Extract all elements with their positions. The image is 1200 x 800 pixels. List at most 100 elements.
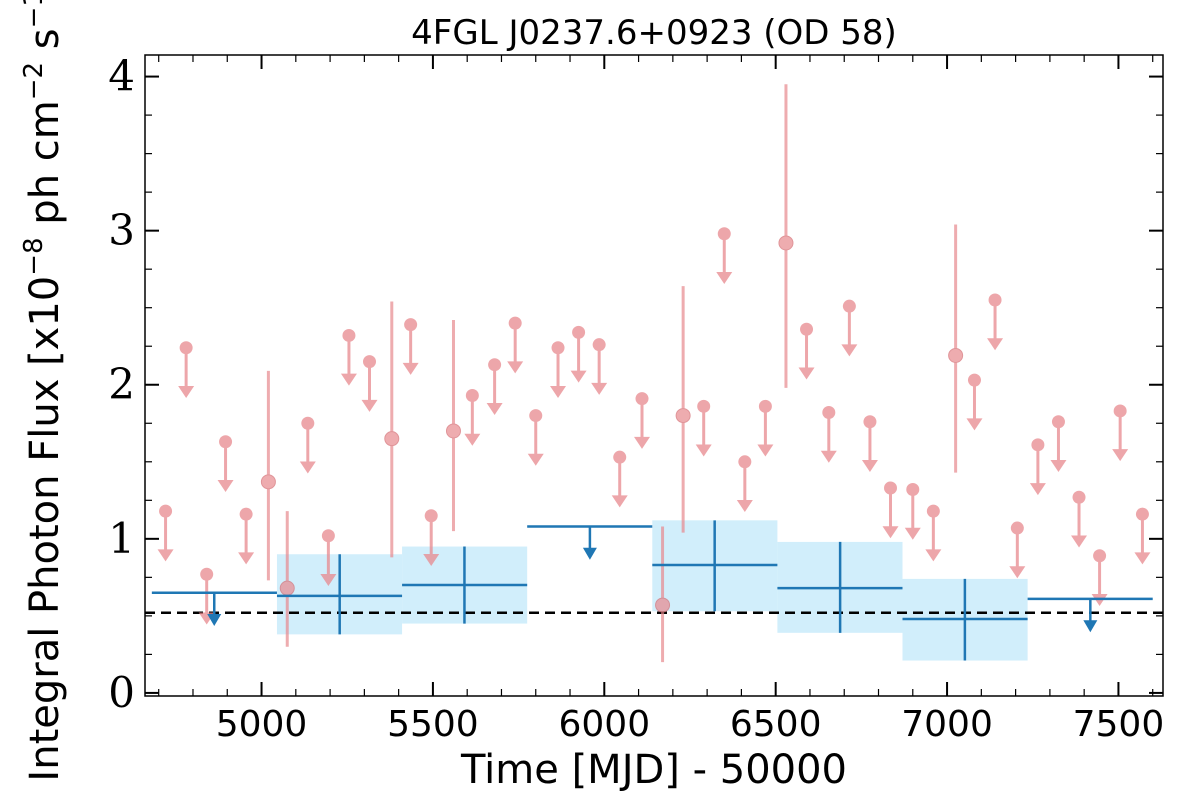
- short-bin-upper-limit: [695, 399, 712, 457]
- short-bin-upper-limit: [299, 416, 316, 474]
- short-bin-ul-arrowhead: [634, 436, 651, 449]
- short-bin-ul-arrowhead: [820, 450, 837, 463]
- short-bin-marker: [948, 347, 964, 363]
- short-bin-point: [445, 320, 461, 532]
- short-bin-ul-arrowhead: [361, 399, 378, 412]
- short-bin-upper-limit: [925, 504, 942, 562]
- short-bin-point: [260, 370, 276, 581]
- short-bin-upper-limit: [841, 299, 858, 357]
- y-tick-label: 0: [108, 668, 135, 717]
- short-bin-upper-limit: [861, 415, 878, 472]
- short-bin-upper-limit: [402, 318, 419, 375]
- short-bin-ul-arrowhead: [527, 453, 544, 466]
- short-bin-ul-arrowhead: [402, 362, 419, 375]
- short-bin-marker: [260, 474, 276, 490]
- short-bin-marker: [778, 235, 794, 251]
- short-bin-upper-limit: [507, 316, 524, 374]
- short-bin-upper-limit: [904, 483, 921, 540]
- short-bin-upper-limit: [1134, 507, 1151, 565]
- short-bin-upper-limit: [591, 338, 608, 395]
- short-bin-ul-arrowhead: [736, 500, 753, 513]
- short-bin-ul-arrowhead: [178, 385, 195, 398]
- long-bin-upper-limit: [1027, 597, 1153, 633]
- short-bin-ul-arrowhead: [695, 444, 712, 457]
- y-tick-label: 2: [108, 360, 135, 409]
- short-bin-marker: [384, 431, 400, 447]
- short-bin-ul-arrowhead: [486, 402, 503, 415]
- long-bin-upper-limit: [527, 525, 653, 560]
- short-bin-ul-arrowhead: [320, 573, 337, 586]
- short-bin-upper-limit: [736, 455, 753, 513]
- short-bin-upper-limit: [716, 227, 733, 284]
- short-bin-upper-limit: [527, 409, 544, 466]
- short-bin-ul-arrowhead: [217, 479, 234, 492]
- short-bin-ul-arrowhead: [798, 367, 815, 380]
- short-bin-ul-arrowhead: [716, 271, 733, 284]
- short-bin-upper-limit: [178, 341, 195, 398]
- short-bin-ul-arrowhead: [861, 459, 878, 472]
- x-tick-label: 5500: [387, 704, 479, 745]
- short-bin-upper-limit: [882, 481, 899, 539]
- short-bin-upper-limit: [361, 355, 378, 412]
- short-bin-ul-arrowhead: [238, 552, 255, 565]
- long-bin-point: [402, 546, 528, 624]
- short-bin-marker: [279, 580, 295, 596]
- long-bin-ul-arrowhead: [207, 614, 222, 627]
- short-bin-upper-limit: [798, 322, 815, 380]
- short-bin-upper-limit: [634, 392, 651, 449]
- short-bin-point: [279, 511, 295, 647]
- short-bin-upper-limit: [1050, 415, 1067, 472]
- short-bin-upper-limit: [550, 341, 567, 398]
- y-tick-label: 4: [108, 52, 135, 101]
- plot-area: [145, 84, 1163, 663]
- short-bin-ul-arrowhead: [464, 433, 481, 446]
- short-bin-upper-limit: [217, 435, 234, 492]
- long-bin-ul-arrowhead: [1083, 620, 1098, 633]
- long-bin-point: [777, 541, 903, 633]
- short-bin-upper-limit: [1071, 490, 1088, 548]
- short-bin-point: [655, 526, 671, 663]
- short-bin-ul-arrowhead: [1029, 483, 1046, 496]
- short-bin-ul-arrowhead: [570, 370, 587, 383]
- x-tick-label: 6500: [730, 704, 822, 745]
- short-bin-upper-limit: [1029, 438, 1046, 496]
- y-axis: 0 1 2 3 4: [108, 52, 1163, 717]
- short-bin-ul-arrowhead: [987, 338, 1004, 351]
- short-bin-point: [778, 84, 794, 388]
- x-tick-label: 7500: [1073, 704, 1165, 745]
- x-axis-label: Time [MJD] - 50000: [460, 747, 847, 793]
- plot-frame: [144, 54, 1164, 697]
- chart-title: 4FGL J0237.6+0923 (OD 58): [411, 13, 897, 53]
- short-bin-ul-arrowhead: [966, 418, 983, 431]
- short-bin-upper-limit: [757, 399, 774, 457]
- short-bin-upper-limit: [1091, 549, 1108, 607]
- short-bin-ul-arrowhead: [611, 495, 628, 508]
- short-bin-upper-limit: [320, 529, 337, 586]
- short-bin-ul-arrowhead: [1009, 566, 1026, 579]
- short-bin-upper-limit: [611, 450, 628, 508]
- y-tick-label: 1: [108, 514, 135, 563]
- short-bin-ul-arrowhead: [925, 549, 942, 562]
- short-bin-upper-limit: [157, 504, 174, 562]
- short-bin-ul-arrowhead: [1050, 459, 1067, 472]
- short-bin-ul-arrowhead: [157, 549, 174, 562]
- short-bin-upper-limit: [1009, 521, 1026, 579]
- short-bin-ul-arrowhead: [507, 361, 524, 374]
- short-bin-ul-arrowhead: [841, 344, 858, 357]
- short-bin-upper-limit: [486, 358, 503, 415]
- short-bin-ul-arrowhead: [757, 444, 774, 457]
- short-bin-point: [675, 286, 691, 533]
- short-bin-point: [384, 301, 400, 558]
- x-axis: 5000 5500 6000 6500 7000 7500: [158, 55, 1165, 745]
- short-bin-marker: [655, 597, 671, 613]
- long-bin-upper-limit: [151, 591, 277, 627]
- long-bin-point: [652, 520, 778, 612]
- short-bin-upper-limit: [820, 405, 837, 463]
- short-bin-ul-arrowhead: [1071, 535, 1088, 548]
- x-tick-label: 6000: [558, 704, 650, 745]
- short-bin-marker: [445, 423, 461, 439]
- short-bin-marker: [675, 408, 691, 424]
- short-bin-upper-limit: [570, 325, 587, 383]
- short-bin-ul-arrowhead: [591, 382, 608, 395]
